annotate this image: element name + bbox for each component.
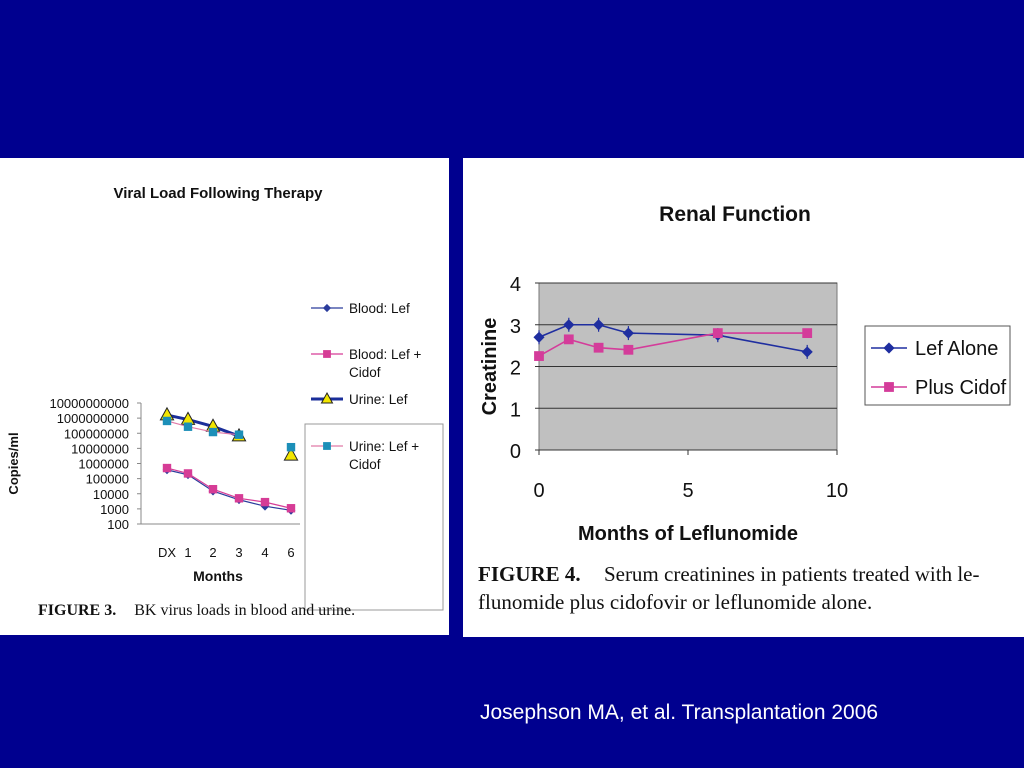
chart1-data-point: [234, 494, 244, 503]
chart1-y-tick-label: 10000000000: [49, 396, 129, 411]
chart1-y-tick-label: 10000: [93, 487, 129, 502]
chart2-x-tick-label: 10: [826, 480, 848, 502]
chart1-legend-label: Blood: Lef: [349, 301, 410, 316]
chart1-x-tick-label: 4: [261, 545, 268, 560]
figure3-caption-label: FIGURE 3.: [38, 602, 117, 619]
chart1-data-point: [162, 463, 172, 473]
chart2-y-tick-label: 2: [510, 358, 521, 380]
chart2-data-point: [802, 328, 813, 339]
chart1-data-point: [183, 469, 193, 478]
chart2-x-label: Months of Leflunomide: [578, 523, 798, 545]
chart1-legend-label: Urine: Lef: [349, 392, 408, 407]
chart1-x-tick-label: DX: [158, 545, 176, 560]
chart2-x-tick-label: 5: [682, 480, 693, 502]
chart1-data-point: [234, 430, 244, 439]
chart1-y-tick-label: 1000000: [78, 457, 129, 472]
chart1-data-point: [283, 447, 299, 461]
chart1-data-point: [183, 422, 193, 431]
chart1-y-tick-label: 1000: [100, 502, 129, 517]
figure3-panel: Viral Load Following Therapy 100 1000 10000…: [0, 158, 449, 635]
chart1-y-tick-label: 1000000000: [57, 411, 129, 426]
chart2-legend-label: Lef Alone: [915, 338, 998, 360]
chart2-data-point: [563, 334, 574, 345]
chart1-x-tick-label: 2: [209, 545, 216, 560]
chart2-y-label: Creatinine: [479, 318, 501, 416]
figure4-caption-label: FIGURE 4.: [478, 562, 581, 586]
chart1-x-tick-label: 3: [235, 545, 242, 560]
chart1-legend-label: Urine: Lef +: [349, 439, 419, 454]
chart1-series-line: [166, 420, 240, 436]
chart2-y-tick-label: 4: [510, 274, 521, 296]
chart1-data-point: [286, 504, 296, 513]
chart1-data-point: [162, 416, 172, 426]
figure4-caption: FIGURE 4. Serum creatinines in patients …: [478, 560, 1023, 616]
figure4-caption-line2: flunomide plus cidofovir or leflunomide …: [478, 590, 873, 614]
figure4-caption-line1: Serum creatinines in patients treated wi…: [603, 562, 980, 586]
viral-load-chart: Viral Load Following Therapy100100010000…: [6, 185, 444, 611]
chart2-series-line: [538, 323, 808, 353]
chart1-y-tick-label: 100000: [86, 472, 129, 487]
renal-function-chart: Renal Function 0 1 2 3 4 0 5 10 Months of Lefluno…: [479, 203, 1011, 545]
chart1-y-label: Copies/ml: [6, 432, 21, 494]
chart2-legend-marker: [884, 382, 894, 392]
chart1-legend-label: Cidof: [349, 365, 381, 380]
chart1-data-point: [208, 484, 218, 494]
figure4-panel: Renal Function 0 1 2 3 4 0 5 10 Months of Lefluno…: [463, 158, 1024, 637]
chart2-data-point: [593, 342, 604, 353]
chart1-y-tick-label: 100: [107, 517, 129, 532]
chart2-x-tick-label: 0: [533, 480, 544, 502]
figure3-caption-text: BK virus loads in blood and urine.: [134, 602, 356, 619]
chart2-title: Renal Function: [659, 203, 811, 226]
chart2-y-tick-label: 1: [510, 399, 521, 421]
chart2-data-point: [712, 328, 723, 339]
chart1-y-tick-label: 10000000: [71, 441, 129, 456]
chart2-data-point: [623, 344, 634, 355]
chart1-legend-label: Cidof: [349, 457, 381, 472]
chart2-y-tick-label: 3: [510, 316, 521, 338]
citation: Josephson MA, et al. Transplantation 200…: [480, 701, 879, 724]
chart1-data-point: [286, 442, 296, 452]
chart2-data-point: [534, 351, 544, 361]
chart1-x-label: Months: [193, 568, 243, 584]
chart2-legend-marker: [883, 342, 895, 354]
chart2-y-tick-label: 0: [510, 441, 521, 463]
figure3-caption: FIGURE 3. BK virus loads in blood and ur…: [38, 602, 355, 620]
chart1-legend-marker: [323, 350, 331, 358]
chart1-legend-label: Blood: Lef +: [349, 347, 422, 362]
chart1-series-line: [166, 413, 240, 438]
chart2-series-line: [538, 332, 808, 357]
chart1-title: Viral Load Following Therapy: [114, 185, 324, 202]
chart1-data-point: [260, 497, 270, 507]
chart1-x-tick-label: 1: [184, 545, 191, 560]
chart1-data-point: [208, 427, 218, 437]
chart1-y-tick-label: 100000000: [64, 426, 129, 441]
chart2-legend-label: Plus Cidof: [915, 377, 1007, 399]
chart1-legend-box: [304, 423, 444, 611]
chart1-legend-marker: [322, 303, 332, 313]
chart1-legend-marker: [320, 391, 334, 404]
chart1-x-tick-label: 6: [287, 545, 294, 560]
chart1-legend-marker: [323, 442, 331, 450]
